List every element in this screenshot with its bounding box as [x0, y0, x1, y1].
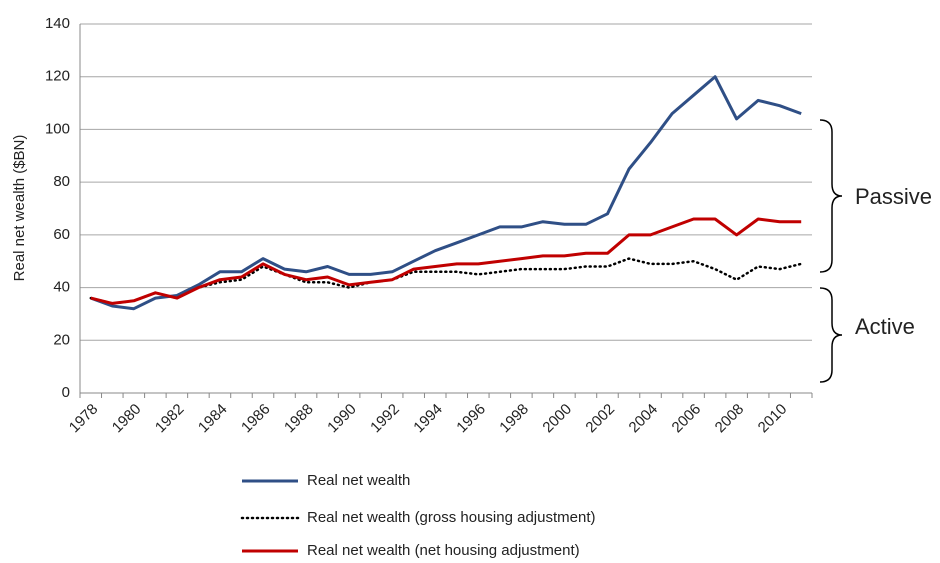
brace: [819, 287, 843, 383]
series-line: [90, 217, 802, 305]
x-tick-label: 1984: [195, 401, 231, 437]
y-tick-label: 40: [53, 279, 70, 296]
y-axis-label: Real net wealth ($BN): [11, 135, 28, 282]
x-tick-label: 1990: [324, 401, 360, 437]
x-tick-label: 2010: [755, 401, 791, 437]
x-tick-label: 1982: [152, 401, 188, 437]
y-tick-label: 20: [53, 331, 70, 348]
x-tick-label: 1992: [367, 401, 403, 437]
legend-label: Real net wealth (gross housing adjustmen…: [307, 509, 596, 526]
series-line: [90, 75, 802, 311]
annotation: Passive: [855, 184, 932, 209]
x-tick-label: 1998: [496, 401, 532, 437]
x-tick-label: 2008: [712, 401, 748, 437]
brace: [819, 119, 843, 273]
x-tick-label: 2000: [539, 401, 575, 437]
y-tick-label: 120: [45, 68, 70, 85]
legend-label: Real net wealth: [307, 472, 410, 489]
x-tick-label: 2006: [669, 401, 705, 437]
x-tick-label: 1994: [410, 401, 446, 437]
x-tick-label: 1978: [66, 401, 102, 437]
x-tick-label: 1996: [453, 401, 489, 437]
y-tick-label: 0: [62, 384, 70, 401]
annotation: Active: [855, 314, 915, 339]
x-tick-label: 1988: [281, 401, 317, 437]
y-tick-label: 80: [53, 173, 70, 190]
y-tick-label: 100: [45, 120, 70, 137]
x-tick-label: 1980: [109, 401, 145, 437]
legend-label: Real net wealth (net housing adjustment): [307, 542, 580, 559]
x-tick-label: 1986: [238, 401, 274, 437]
y-tick-label: 140: [45, 15, 70, 32]
x-tick-label: 2004: [626, 401, 662, 437]
x-tick-label: 2002: [582, 401, 618, 437]
y-tick-label: 60: [53, 226, 70, 243]
